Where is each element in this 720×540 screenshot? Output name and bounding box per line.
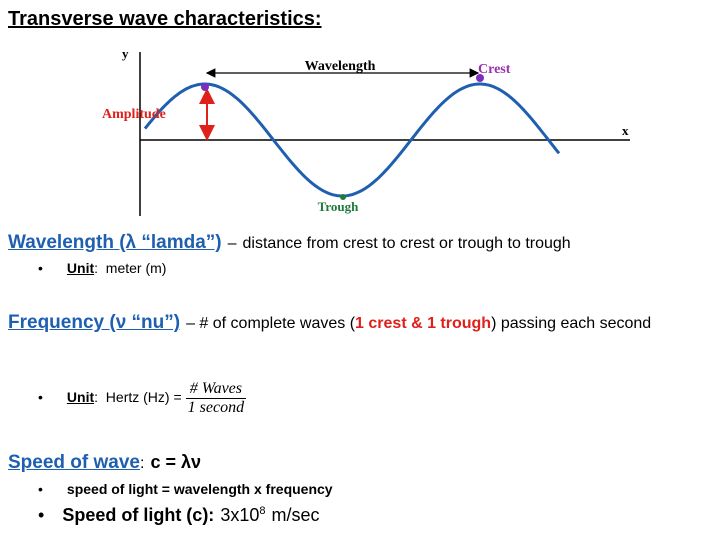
highlight: 1 crest & 1 trough	[355, 315, 492, 332]
bullet: • Unit: meter (m)	[38, 260, 167, 276]
dash: –	[227, 235, 237, 252]
title: Transverse wave characteristics:	[8, 8, 322, 30]
speed-line: Speed of wave: c = λν	[8, 452, 201, 474]
x-label: x	[622, 123, 629, 138]
fraction: # Waves 1 second	[185, 380, 247, 417]
label: Speed of light (c):	[62, 505, 215, 525]
formula: c = λν	[150, 452, 201, 472]
unit: m/sec	[271, 505, 320, 525]
wave-diagram: y x Wavelength Crest Amplitude Trough	[102, 46, 630, 216]
frequency-line: Frequency (ν “nu”) – # of complete waves …	[8, 310, 688, 337]
wave	[143, 82, 561, 198]
label: Unit	[66, 260, 95, 276]
label: Unit	[66, 389, 95, 406]
crest-label: Crest	[478, 62, 511, 77]
text: : meter (m)	[94, 260, 167, 276]
numerator: # Waves	[185, 380, 247, 399]
text: distance from crest to crest or trough t…	[242, 235, 571, 252]
wavelength-label: Wavelength	[305, 59, 376, 74]
heading: Wavelength (λ “lamda”)	[8, 232, 222, 253]
wavelength-line: Wavelength (λ “lamda”) – distance from cre…	[8, 232, 571, 254]
y-label: y	[122, 46, 129, 61]
bullet: • Unit: Hertz (Hz) = # Waves 1 second	[38, 380, 247, 417]
trough-label: Trough	[318, 199, 359, 214]
trough-dot	[340, 194, 346, 200]
amplitude-label: Amplitude	[102, 107, 166, 122]
heading: Frequency (ν “nu”)	[8, 312, 181, 333]
colon: :	[140, 455, 145, 472]
text: ) passing each second	[491, 315, 652, 332]
text: speed of light = wavelength x frequency	[66, 481, 333, 497]
text: – # of complete waves (	[186, 315, 356, 332]
bullet: • Speed of light (c): 3x108 m/sec	[38, 505, 320, 525]
bullet: • speed of light = wavelength x frequency	[38, 481, 333, 497]
heading: Speed of wave	[8, 452, 140, 473]
denominator: 1 second	[187, 399, 245, 416]
crest-dot	[476, 74, 484, 82]
exponent: 8	[259, 505, 266, 517]
value: 3x10	[220, 505, 260, 525]
crest-dot	[201, 83, 209, 91]
text: : Hertz (Hz) =	[94, 389, 182, 406]
